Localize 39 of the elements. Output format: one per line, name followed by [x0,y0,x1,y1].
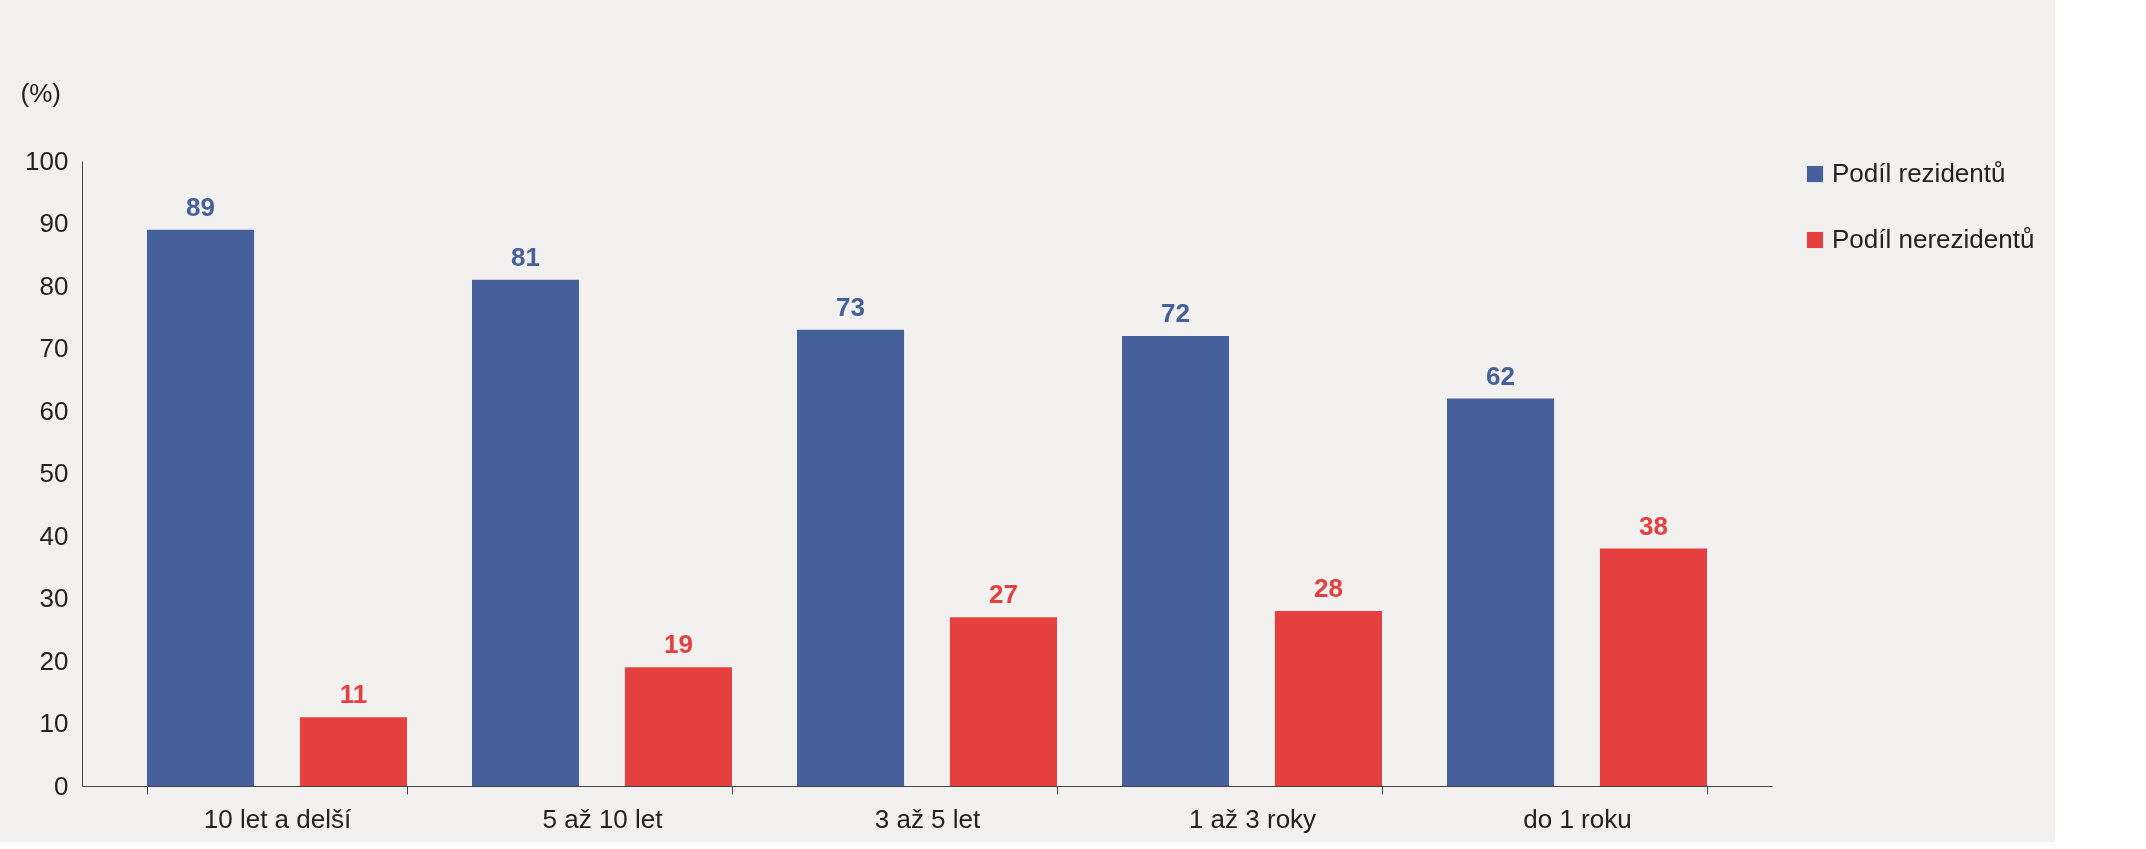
bar [1122,336,1230,786]
data-label: 62 [1486,360,1515,391]
y-tick-label: 50 [39,458,69,488]
bar [472,279,580,786]
y-tick-label: 40 [39,520,69,551]
bar [1447,398,1555,786]
y-tick-label: 100 [25,145,69,176]
y-tick-label: 70 [39,333,69,363]
data-label: 73 [836,291,865,322]
data-label: 19 [664,629,693,660]
y-tick-label: 80 [39,270,69,301]
bar [299,717,407,786]
legend-label: Podíl nerezidentů [1832,224,2035,254]
data-label: 38 [1639,510,1668,541]
y-axis-title: (%) [20,77,61,108]
x-tick-label: 10 let a delší [203,803,352,834]
x-tick-label: do 1 roku [1523,803,1632,834]
y-tick-label: 30 [39,583,69,613]
x-tick-label: 1 až 3 roky [1188,803,1317,834]
bar [797,329,905,786]
data-label: 28 [1314,573,1343,603]
data-label: 72 [1161,298,1190,328]
y-tick-label: 10 [39,708,69,738]
bar [1274,611,1382,786]
y-tick-label: 20 [39,645,69,676]
y-tick-label: 60 [39,395,69,426]
legend-label: Podíl rezidentů [1832,158,2006,188]
y-tick-label: 90 [39,208,69,238]
x-tick-label: 5 až 10 let [542,803,664,834]
x-tick-label: 3 až 5 let [874,803,982,834]
bar [624,667,732,786]
data-label: 89 [186,191,215,222]
data-label: 81 [511,241,540,272]
bar [147,229,255,786]
data-label: 11 [339,679,368,710]
bar [1599,548,1707,786]
y-tick-label: 0 [54,770,69,801]
data-label: 27 [989,579,1018,610]
bar [949,617,1057,786]
